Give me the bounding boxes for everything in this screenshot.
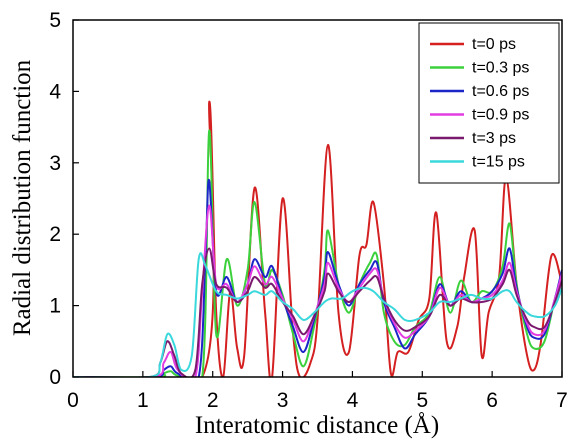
y-tick-label: 0	[49, 366, 61, 389]
series-line-2	[73, 180, 562, 386]
legend-label-4: t=3 ps	[472, 130, 516, 147]
y-tick-label: 4	[49, 80, 61, 103]
x-tick-label: 5	[416, 389, 428, 412]
y-tick-label: 5	[49, 9, 61, 32]
x-tick-label: 0	[67, 389, 79, 412]
y-tick-label: 1	[49, 295, 61, 318]
x-tick-label: 7	[556, 389, 568, 412]
x-tick-label: 2	[207, 389, 219, 412]
legend-label-2: t=0.6 ps	[472, 83, 529, 100]
legend-label-3: t=0.9 ps	[472, 107, 529, 124]
legend-label-5: t=15 ps	[472, 154, 525, 171]
x-tick-label: 3	[277, 389, 289, 412]
x-tick-label: 1	[137, 389, 149, 412]
x-axis-label: Interatomic distance (Å)	[195, 412, 439, 439]
y-tick-label: 3	[49, 152, 61, 175]
legend-label-1: t=0.3 ps	[472, 60, 529, 77]
y-axis-label: Radial distribution function	[9, 59, 36, 336]
y-tick-label: 2	[49, 223, 61, 246]
legend-label-0: t=0 ps	[472, 36, 516, 53]
x-tick-label: 6	[486, 389, 498, 412]
legend: t=0 ps t=0.3 ps t=0.6 ps t=0.9 ps t=3 ps t=15…	[419, 23, 559, 183]
x-tick-label: 4	[347, 389, 359, 412]
